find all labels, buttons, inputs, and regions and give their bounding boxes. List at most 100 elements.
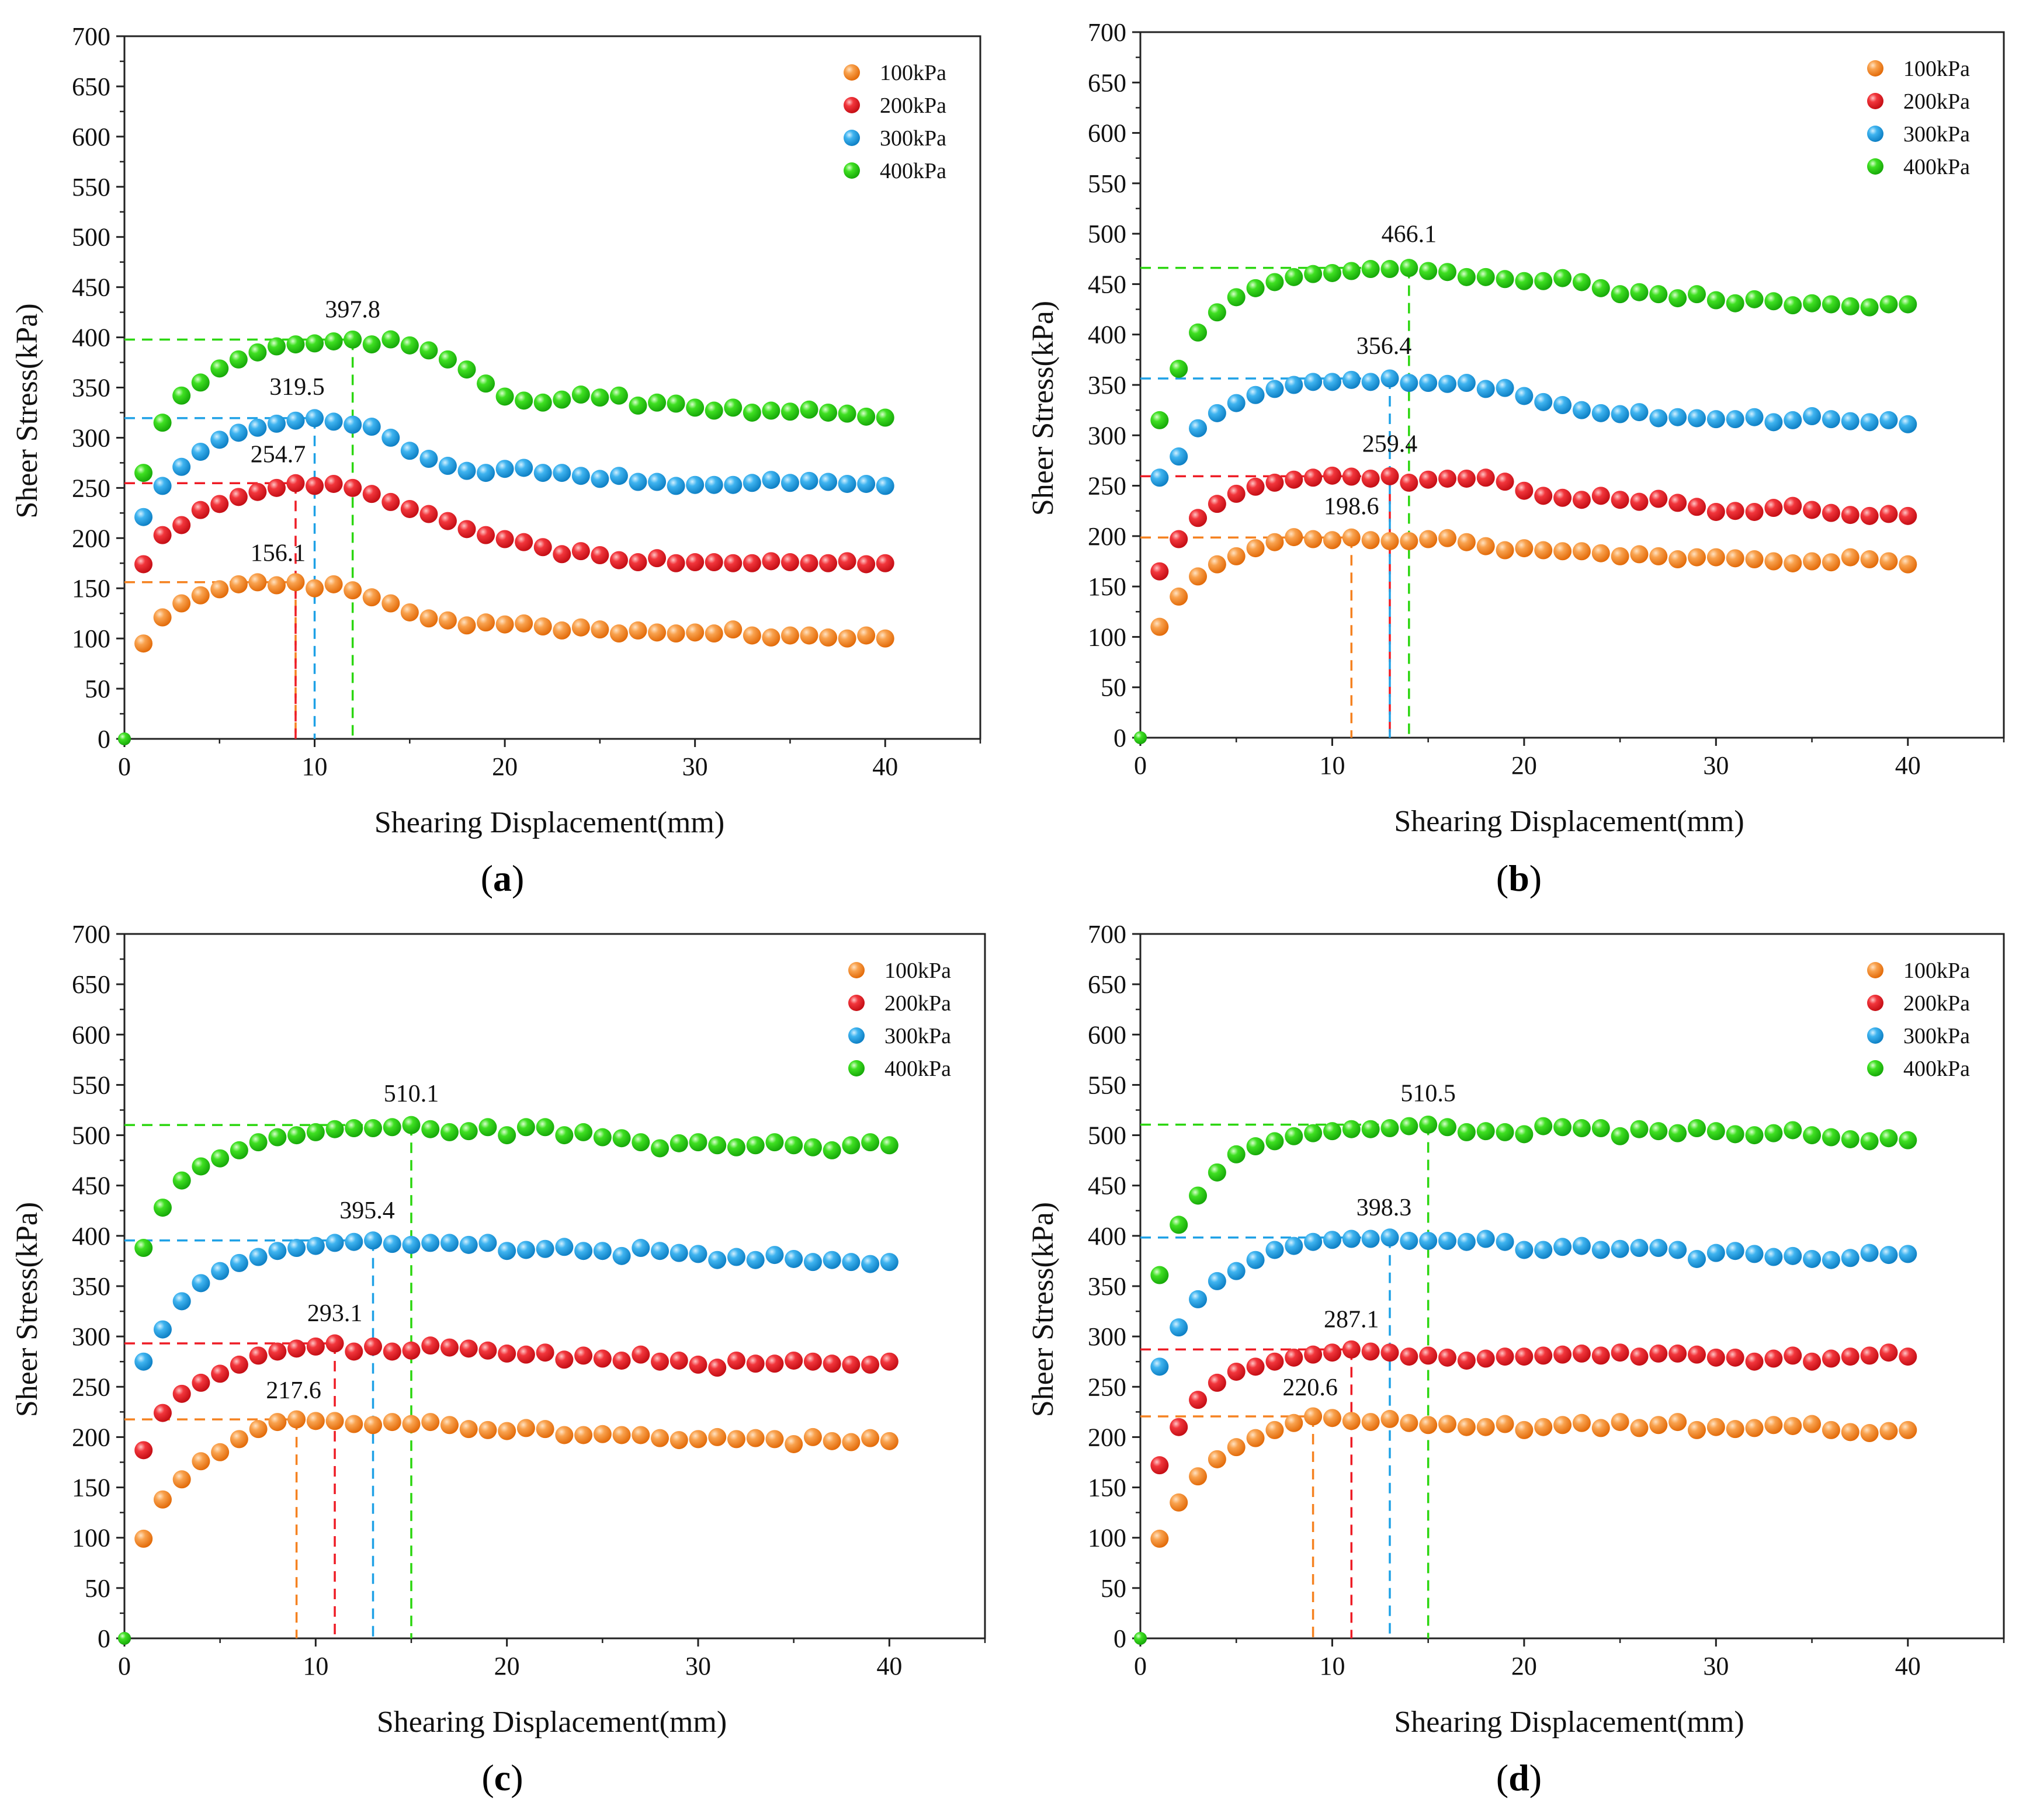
data-point-300kPa: [1784, 411, 1802, 429]
x-tick-label: 40: [1895, 751, 1921, 780]
data-point-400kPa: [1150, 1266, 1169, 1284]
data-point-400kPa: [1745, 290, 1764, 308]
data-point-300kPa: [1764, 413, 1783, 432]
data-point-400kPa: [249, 1133, 268, 1152]
data-point-100kPa: [1400, 1413, 1418, 1432]
panel-letter: d: [1508, 1757, 1529, 1798]
peak-value-label-300kPa: 395.4: [339, 1197, 395, 1224]
data-point-200kPa: [134, 1441, 153, 1460]
data-point-100kPa: [1208, 1450, 1226, 1468]
data-point-300kPa: [1899, 415, 1917, 433]
y-tick-label: 400: [1088, 1222, 1126, 1251]
data-point-300kPa: [172, 457, 191, 476]
data-point-100kPa: [1784, 554, 1802, 572]
data-point-400kPa: [1572, 1119, 1591, 1138]
data-point-100kPa: [306, 579, 324, 598]
data-point-300kPa: [1611, 405, 1629, 423]
data-point-300kPa: [727, 1248, 745, 1266]
y-tick-label: 450: [72, 273, 110, 302]
data-point-100kPa: [1706, 1418, 1725, 1436]
data-point-200kPa: [1803, 501, 1822, 519]
data-point-100kPa: [1841, 1423, 1860, 1442]
data-point-100kPa: [689, 1430, 707, 1449]
y-tick-label: 550: [1088, 169, 1126, 198]
data-point-100kPa: [1304, 530, 1323, 548]
data-point-200kPa: [172, 1384, 191, 1403]
data-point-300kPa: [498, 1242, 516, 1260]
data-point-100kPa: [705, 624, 723, 643]
data-point-200kPa: [1803, 1352, 1822, 1371]
data-point-100kPa: [286, 573, 305, 592]
data-point-100kPa: [1591, 1419, 1610, 1437]
data-point-400kPa: [362, 335, 381, 354]
data-point-300kPa: [785, 1249, 803, 1268]
data-point-100kPa: [1361, 531, 1380, 550]
data-point-300kPa: [1822, 410, 1840, 429]
data-point-100kPa: [172, 1470, 191, 1489]
data-point-400kPa: [324, 332, 343, 350]
data-point-100kPa: [632, 1426, 650, 1444]
data-point-300kPa: [344, 415, 362, 434]
data-point-300kPa: [708, 1251, 727, 1269]
data-point-200kPa: [1822, 503, 1840, 522]
data-point-100kPa: [842, 1433, 861, 1451]
data-point-100kPa: [1227, 547, 1246, 565]
data-point-100kPa: [478, 1420, 497, 1439]
data-point-300kPa: [1400, 1231, 1418, 1250]
data-point-300kPa: [400, 442, 419, 460]
data-point-200kPa: [324, 474, 343, 493]
data-point-100kPa: [1591, 544, 1610, 562]
data-point-400kPa: [1400, 1117, 1418, 1135]
data-point-400kPa: [1285, 268, 1303, 286]
data-point-100kPa: [381, 594, 400, 613]
data-point-100kPa: [1304, 1407, 1323, 1426]
data-point-100kPa: [1841, 548, 1860, 567]
data-point-200kPa: [553, 545, 571, 564]
data-point-200kPa: [876, 554, 894, 572]
data-point-400kPa: [1591, 1119, 1610, 1138]
data-point-200kPa: [495, 530, 514, 548]
data-point-300kPa: [306, 409, 324, 428]
data-point-400kPa: [648, 393, 667, 412]
data-point-200kPa: [609, 551, 628, 569]
data-point-200kPa: [1860, 1346, 1879, 1365]
data-point-300kPa: [1457, 374, 1476, 393]
data-point-400kPa: [419, 341, 438, 360]
data-point-300kPa: [1591, 1241, 1610, 1259]
data-point-400kPa: [1630, 283, 1649, 301]
data-point-100kPa: [1515, 539, 1534, 558]
data-point-100kPa: [1419, 1416, 1438, 1435]
data-point-300kPa: [1419, 374, 1438, 393]
data-point-400kPa: [1841, 297, 1860, 315]
data-point-200kPa: [1553, 1345, 1572, 1364]
data-point-400kPa: [746, 1136, 765, 1155]
data-point-100kPa: [876, 629, 894, 648]
data-point-300kPa: [686, 475, 705, 494]
data-point-300kPa: [440, 1234, 459, 1252]
data-point-300kPa: [876, 477, 894, 495]
y-tick-label: 200: [72, 524, 110, 553]
data-point-300kPa: [172, 1292, 191, 1311]
data-point-200kPa: [1323, 466, 1341, 485]
data-point-100kPa: [459, 1420, 478, 1439]
data-point-300kPa: [324, 412, 343, 431]
data-point-100kPa: [324, 575, 343, 593]
data-point-300kPa: [1745, 1245, 1764, 1263]
data-point-100kPa: [267, 576, 286, 595]
y-tick-label: 200: [1088, 522, 1126, 551]
data-point-300kPa: [1879, 1246, 1898, 1265]
data-point-100kPa: [571, 618, 590, 637]
data-point-100kPa: [667, 624, 685, 643]
data-point-200kPa: [383, 1342, 401, 1361]
y-tick-label: 250: [72, 1373, 110, 1401]
data-point-300kPa: [381, 428, 400, 447]
data-point-200kPa: [612, 1351, 631, 1370]
data-point-300kPa: [1879, 411, 1898, 429]
peak-value-label-200kPa: 254.7: [251, 441, 306, 468]
y-tick-label: 450: [72, 1172, 110, 1200]
data-point-200kPa: [286, 474, 305, 492]
data-point-100kPa: [1803, 552, 1822, 571]
data-point-300kPa: [1841, 412, 1860, 430]
data-point-200kPa: [555, 1350, 574, 1369]
data-point-200kPa: [1150, 1456, 1169, 1475]
